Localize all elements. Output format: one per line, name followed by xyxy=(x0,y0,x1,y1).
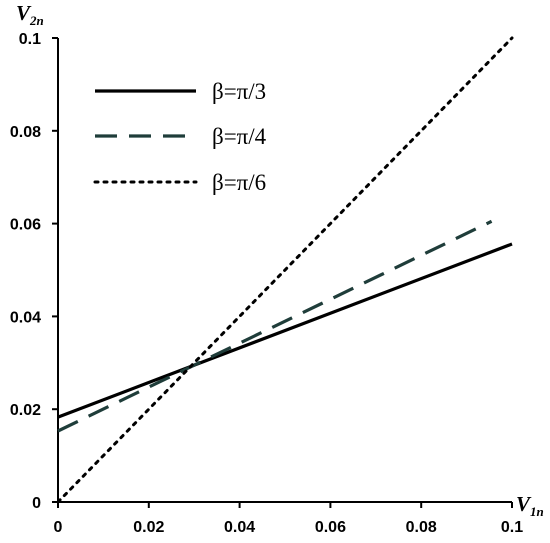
series-line-2 xyxy=(57,219,493,433)
legend-label-2: β=π/4 xyxy=(212,124,267,149)
y-axis-title-sub: 2n xyxy=(29,13,44,28)
axes xyxy=(57,38,512,503)
x-axis-title: V1n xyxy=(516,492,544,519)
x-tick-label: 0 xyxy=(54,519,63,536)
x-tick-label: 0.02 xyxy=(133,519,164,536)
x-ticks: 0 0.02 0.04 0.06 0.08 0.1 xyxy=(54,502,523,536)
y-tick-label: 0.06 xyxy=(10,217,41,234)
y-tick-label: 0.02 xyxy=(10,402,41,419)
x-tick-label: 0.1 xyxy=(501,519,523,536)
y-axis-title-main: V xyxy=(16,1,32,25)
legend: β=π/3 β=π/4 β=π/6 xyxy=(93,79,267,195)
legend-label-1: β=π/3 xyxy=(212,79,266,104)
y-tick-label: 0.08 xyxy=(10,124,41,141)
x-axis-title-sub: 1n xyxy=(530,504,544,519)
y-axis-title: V2n xyxy=(16,1,44,28)
x-tick-label: 0.08 xyxy=(406,519,437,536)
y-tick-label: 0.1 xyxy=(19,31,41,48)
legend-label-3: β=π/6 xyxy=(212,170,266,195)
y-tick-label: 0.04 xyxy=(10,309,41,326)
x-tick-label: 0.04 xyxy=(224,519,255,536)
series-layer xyxy=(56,36,514,504)
x-tick-label: 0.06 xyxy=(315,519,346,536)
y-ticks: 0 0.02 0.04 0.06 0.08 0.1 xyxy=(10,31,58,512)
series-line-3 xyxy=(56,36,514,504)
series-line-1 xyxy=(57,242,513,419)
x-axis-title-main: V xyxy=(516,492,532,516)
y-tick-label: 0 xyxy=(32,495,41,512)
